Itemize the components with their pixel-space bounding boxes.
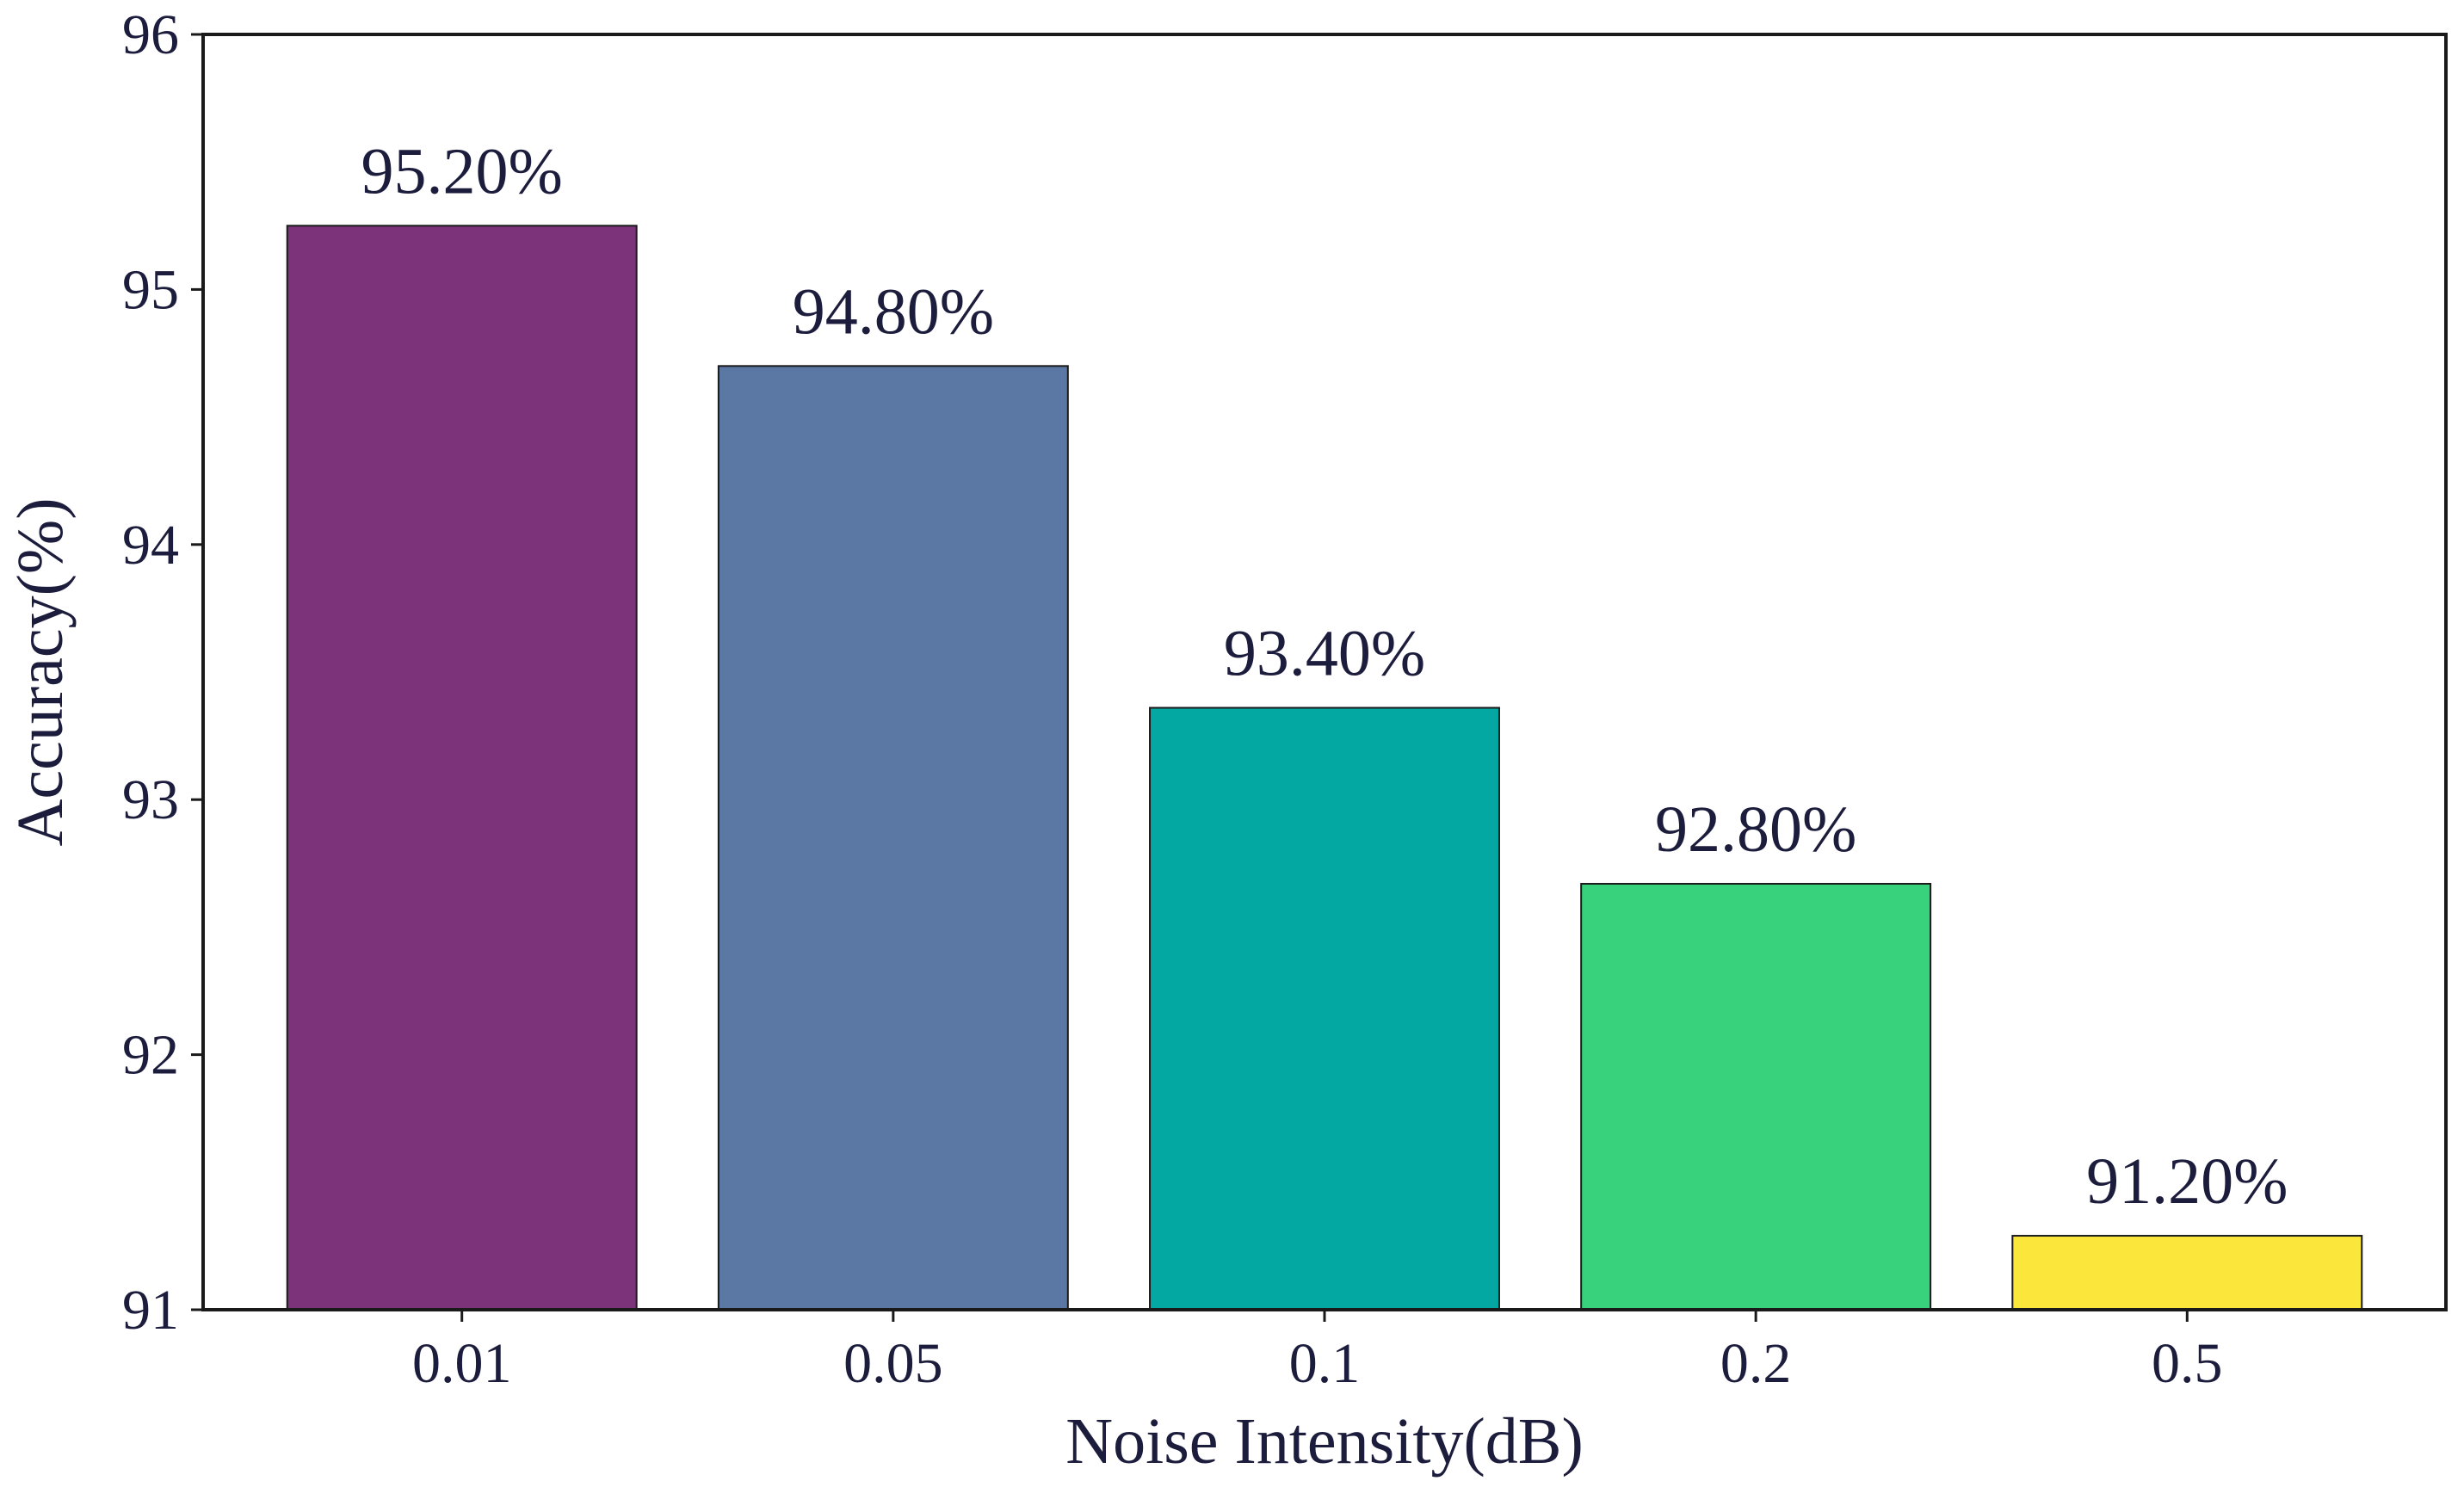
x-tick-label-0.1: 0.1 [1289, 1332, 1361, 1395]
x-tick-label-0.5: 0.5 [2152, 1332, 2223, 1395]
data-label-0.1: 93.40% [1224, 617, 1425, 689]
bar-0.1 [1150, 707, 1499, 1310]
y-tick-label-93: 93 [122, 768, 179, 831]
data-label-0.2: 92.80% [1655, 793, 1856, 866]
bar-0.05 [719, 366, 1068, 1310]
y-tick-label-96: 96 [122, 3, 179, 66]
y-tick-label-94: 94 [122, 514, 179, 577]
y-axis: 91 92 93 94 95 96 [122, 3, 203, 1342]
bar-0.2 [1581, 884, 1930, 1310]
x-axis: 0.01 0.05 0.1 0.2 0.5 [412, 1310, 2223, 1395]
x-axis-title: Noise Intensity(dB) [1065, 1405, 1584, 1478]
bar-chart: 95.20%94.80%93.40%92.80%91.20% 919293949… [0, 0, 2464, 1487]
y-tick-label-91: 91 [122, 1279, 179, 1342]
data-label-0.05: 94.80% [793, 275, 994, 348]
data-label-0.5: 91.20% [2086, 1145, 2288, 1218]
y-tick-label-92: 92 [122, 1024, 179, 1087]
x-tick-label-0.05: 0.05 [843, 1332, 943, 1395]
data-label-0.01: 95.20% [361, 135, 563, 207]
bars-group [287, 225, 2362, 1310]
y-tick-label-95: 95 [122, 258, 179, 321]
x-tick-label-0.01: 0.01 [412, 1332, 512, 1395]
y-axis-title: Accuracy(%) [4, 497, 77, 846]
bar-0.01 [287, 225, 637, 1310]
bar-0.5 [2012, 1236, 2362, 1310]
x-tick-label-0.2: 0.2 [1720, 1332, 1792, 1395]
